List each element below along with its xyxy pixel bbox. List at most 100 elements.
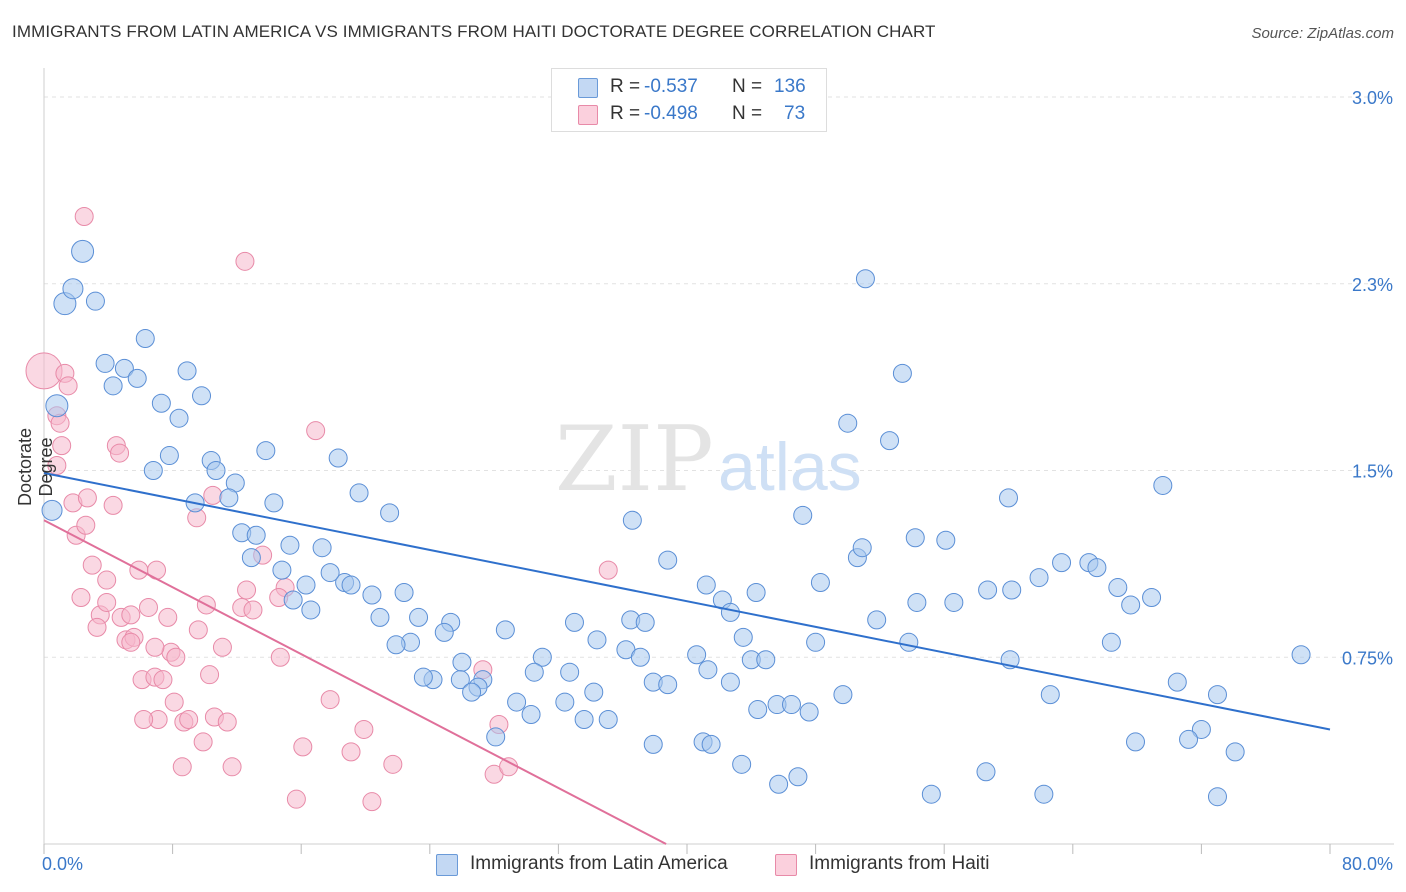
point-latin-america [564,612,584,632]
point-latin-america [495,620,515,640]
point-haiti [97,570,117,590]
point-haiti [320,690,340,710]
point-latin-america [867,610,887,630]
point-haiti [188,620,208,640]
tick-labels: 0.75% 1.5% 2.3% 3.0% 0.0% 80.0% [42,88,1393,874]
legend-r-label: R = [610,103,641,124]
point-latin-america [1207,685,1227,705]
point-haiti [203,485,223,505]
point-latin-america [280,535,300,555]
point-latin-america [1034,784,1054,804]
point-haiti [212,637,232,657]
point-latin-america [756,650,776,670]
point-latin-america [349,483,369,503]
point-latin-america [635,612,655,632]
point-haiti [306,421,326,441]
axes [43,68,1394,854]
point-haiti [110,443,130,463]
watermark: ZIP [555,407,714,512]
x-tick-label-max: 80.0% [1342,854,1393,874]
point-latin-america [143,461,163,480]
point-latin-america [507,692,527,712]
point-haiti [235,251,255,271]
point-latin-america [452,652,472,672]
trend-lines [43,472,1331,845]
point-haiti [341,742,361,762]
y-tick-label: 1.5% [1352,462,1393,482]
point-latin-america [584,682,604,702]
legend-n-value: 73 [784,103,806,124]
point-haiti [237,580,257,600]
point-latin-america [1029,568,1049,588]
point-haiti [47,456,67,476]
point-latin-america [1087,558,1107,578]
point-latin-america [587,630,607,650]
point-haiti [164,692,184,712]
point-latin-america [192,386,212,406]
point-latin-america [1101,632,1121,652]
point-latin-america [855,269,875,289]
point-latin-america [328,448,348,468]
point-latin-america [95,353,115,373]
legend-row-latin-america: R = -0.537 N = 136 [552,74,826,100]
watermark-atlas: atlas [718,429,862,505]
series-legend: Immigrants from Latin America Immigrants… [0,851,1406,877]
point-latin-america [1108,578,1128,598]
point-haiti [76,515,96,535]
point-latin-america [976,762,996,782]
point-latin-america [177,361,197,381]
y-axis-label: Doctorate Degree [15,427,56,507]
point-haiti [598,560,618,580]
point-latin-america [1121,595,1141,615]
point-haiti [200,665,220,685]
point-latin-america [720,602,740,622]
point-haiti [293,737,313,757]
point-latin-america [852,538,872,558]
trend-line-latin-america [43,472,1331,731]
point-latin-america [1052,553,1072,573]
point-latin-america [434,622,454,642]
point-latin-america [720,672,740,692]
point-latin-america [283,590,303,610]
legend-r-label: R = [610,76,641,97]
y-tick-label: 3.0% [1352,88,1393,108]
legend-label-haiti: Immigrants from Haiti [809,853,990,874]
chart-title: IMMIGRANTS FROM LATIN AMERICA VS IMMIGRA… [12,22,936,41]
point-latin-america [85,291,105,311]
point-latin-america [658,675,678,695]
y-tick-label: 0.75% [1342,648,1393,668]
point-haiti [158,607,178,627]
point-haiti [222,757,242,777]
point-latin-america [370,607,390,627]
point-latin-america [687,645,707,665]
point-latin-america [413,667,433,687]
point-latin-america [769,774,789,794]
point-latin-america [833,685,853,705]
point-latin-america [788,767,808,787]
legend-n-label: N = [732,103,763,124]
point-haiti [217,712,237,732]
point-latin-america [169,408,189,428]
point-latin-america [999,488,1018,508]
y-tick-label: 2.3% [1352,275,1393,295]
point-haiti [58,376,78,396]
point-haiti [77,488,97,508]
point-latin-america [386,635,406,655]
point-latin-america [781,695,801,715]
point-latin-america [978,580,998,600]
point-latin-america [810,573,830,593]
point-latin-america [905,528,925,548]
trend-line-haiti [43,519,667,845]
point-haiti [383,754,403,774]
point-latin-america [127,368,147,388]
point-latin-america [560,662,580,682]
point-haiti [52,436,72,456]
point-latin-america [41,499,63,521]
legend-label-latin-america: Immigrants from Latin America [470,853,728,874]
legend-n-label: N = [732,76,763,97]
point-haiti [87,617,107,637]
point-latin-america [114,358,134,378]
point-latin-america [907,592,927,612]
point-latin-america [598,710,618,729]
